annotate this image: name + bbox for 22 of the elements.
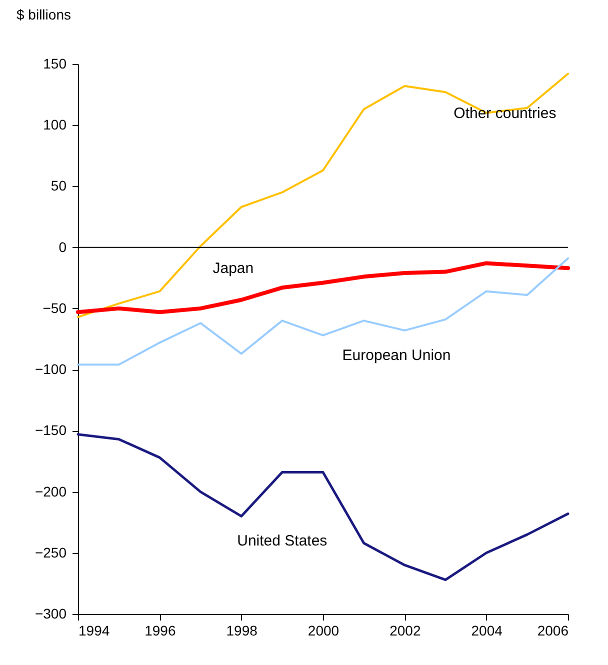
y-tick-label: 0	[58, 238, 67, 255]
y-axis-title: $ billions	[16, 6, 71, 22]
series-label: Other countries	[454, 104, 556, 122]
y-tick-label: −50	[42, 300, 67, 316]
x-tick-label: 1994	[78, 622, 110, 638]
y-tick-label: −250	[34, 544, 67, 560]
series-label: Japan	[212, 260, 254, 278]
y-tick-label: 150	[43, 56, 67, 72]
x-tick-label: 1998	[226, 622, 258, 638]
y-tick-label: 100	[43, 116, 67, 133]
x-tick-label: 2000	[308, 622, 340, 638]
y-tick-label: −300	[34, 606, 67, 622]
series-label: European Union	[342, 346, 451, 364]
x-tick-label: 1996	[144, 622, 176, 638]
x-tick-label: 2004	[471, 622, 503, 638]
y-tick-label: −100	[34, 361, 67, 378]
y-tick-label: −200	[34, 483, 67, 500]
y-tick-label: −150	[34, 422, 67, 438]
x-tick-label: 2006	[537, 622, 569, 638]
series-label: United States	[237, 532, 328, 550]
x-tick-label: 2002	[390, 622, 421, 638]
y-tick-label: 50	[50, 178, 67, 194]
